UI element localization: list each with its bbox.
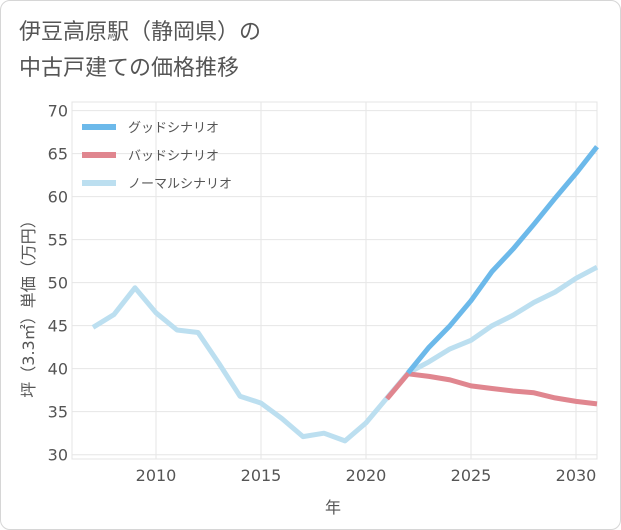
- y-tick-label: 55: [48, 231, 68, 250]
- series-line-0: [406, 145, 599, 375]
- grid: [71, 101, 598, 460]
- y-tick-label: 35: [48, 403, 68, 422]
- x-tick-label: 2030: [556, 466, 597, 485]
- y-tick-label: 40: [48, 360, 68, 379]
- series-line-2: [91, 264, 599, 444]
- legend-label: グッドシナリオ: [128, 121, 219, 136]
- x-tick-label: 2010: [136, 466, 177, 485]
- y-tick-label: 30: [48, 446, 68, 465]
- y-tick-label: 65: [48, 145, 68, 164]
- chart-title: 伊豆高原駅（静岡県）の 中古戸建ての価格推移: [19, 15, 261, 87]
- legend-label: バッドシナリオ: [128, 149, 219, 164]
- y-tick-label: 50: [48, 274, 68, 293]
- legend-label: ノーマルシナリオ: [128, 177, 232, 192]
- y-axis-label: 坪（3.3㎡）単価（万円）: [19, 212, 38, 397]
- series-lines: [91, 145, 599, 444]
- series-line-1: [385, 371, 598, 407]
- chart-title-line2: 中古戸建ての価格推移: [19, 56, 240, 81]
- y-tick-label: 45: [48, 317, 68, 336]
- x-tick-label: 2020: [346, 466, 387, 485]
- y-tick-label: 60: [48, 188, 68, 207]
- chart-title-line1: 伊豆高原駅（静岡県）の: [19, 20, 262, 45]
- x-tick-label: 2015: [241, 466, 282, 485]
- x-tick-label: 2025: [451, 466, 492, 485]
- y-tick-label: 70: [48, 102, 68, 121]
- x-axis-label: 年: [325, 498, 341, 517]
- plot-frame: [71, 101, 598, 460]
- tick-labels: 30 35 40 45 50 55 60 65 70 2010 2015 2020 2025 2030: [48, 102, 597, 485]
